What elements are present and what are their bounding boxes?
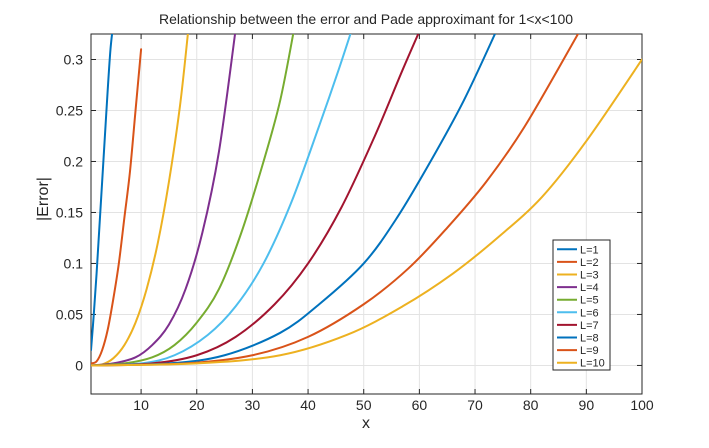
legend-label-4: L=4 xyxy=(580,282,599,294)
x-tick-label: 10 xyxy=(133,397,149,413)
series-line-7 xyxy=(91,34,420,367)
y-tick-label: 0.1 xyxy=(64,255,84,271)
x-tick-label: 20 xyxy=(189,397,205,413)
series-line-1 xyxy=(91,34,114,352)
legend-label-5: L=5 xyxy=(580,295,599,307)
x-axis-label: x xyxy=(362,415,370,432)
series-line-8 xyxy=(91,34,497,367)
legend-label-6: L=6 xyxy=(580,307,599,319)
x-tick-label: 60 xyxy=(412,397,428,413)
legend-label-7: L=7 xyxy=(580,320,599,332)
x-tick-label: 90 xyxy=(579,397,595,413)
tick-labels: 10 20 30 40 50 60 70 80 90 100 0 0.05 0.1 0.15 0.2 0.25… xyxy=(56,51,654,413)
series-line-6 xyxy=(91,34,352,367)
legend-label-8: L=8 xyxy=(580,333,599,345)
x-tick-label: 30 xyxy=(245,397,261,413)
series-line-3 xyxy=(91,34,189,367)
legend-label-1: L=1 xyxy=(580,244,599,256)
legend: L=1L=2L=3L=4L=5L=6L=7L=8L=9L=10 xyxy=(552,239,611,371)
y-axis-label: |Error| xyxy=(35,177,52,221)
y-tick-label: 0.3 xyxy=(64,51,84,67)
y-tick-label: 0.05 xyxy=(56,306,83,322)
x-tick-label: 100 xyxy=(630,397,654,413)
legend-label-2: L=2 xyxy=(580,257,599,269)
series-line-9 xyxy=(91,34,579,367)
legend-label-10: L=10 xyxy=(580,358,605,370)
x-tick-label: 80 xyxy=(523,397,539,413)
series-line-4 xyxy=(91,34,237,367)
x-tick-label: 40 xyxy=(300,397,316,413)
chart-title: Relationship between the error and Pade … xyxy=(159,11,573,27)
plot-area-border xyxy=(90,33,643,395)
y-tick-label: 0 xyxy=(75,357,83,373)
series-lines xyxy=(91,34,642,367)
y-tick-label: 0.15 xyxy=(56,204,83,220)
series-line-10 xyxy=(91,58,642,367)
series-line-2 xyxy=(91,48,143,365)
y-tick-label: 0.25 xyxy=(56,102,83,118)
y-tick-label: 0.2 xyxy=(64,153,84,169)
x-tick-label: 70 xyxy=(467,397,483,413)
legend-label-3: L=3 xyxy=(580,270,599,282)
legend-label-9: L=9 xyxy=(580,345,599,357)
grid xyxy=(91,34,643,394)
series-line-5 xyxy=(91,34,295,367)
x-tick-label: 50 xyxy=(356,397,372,413)
